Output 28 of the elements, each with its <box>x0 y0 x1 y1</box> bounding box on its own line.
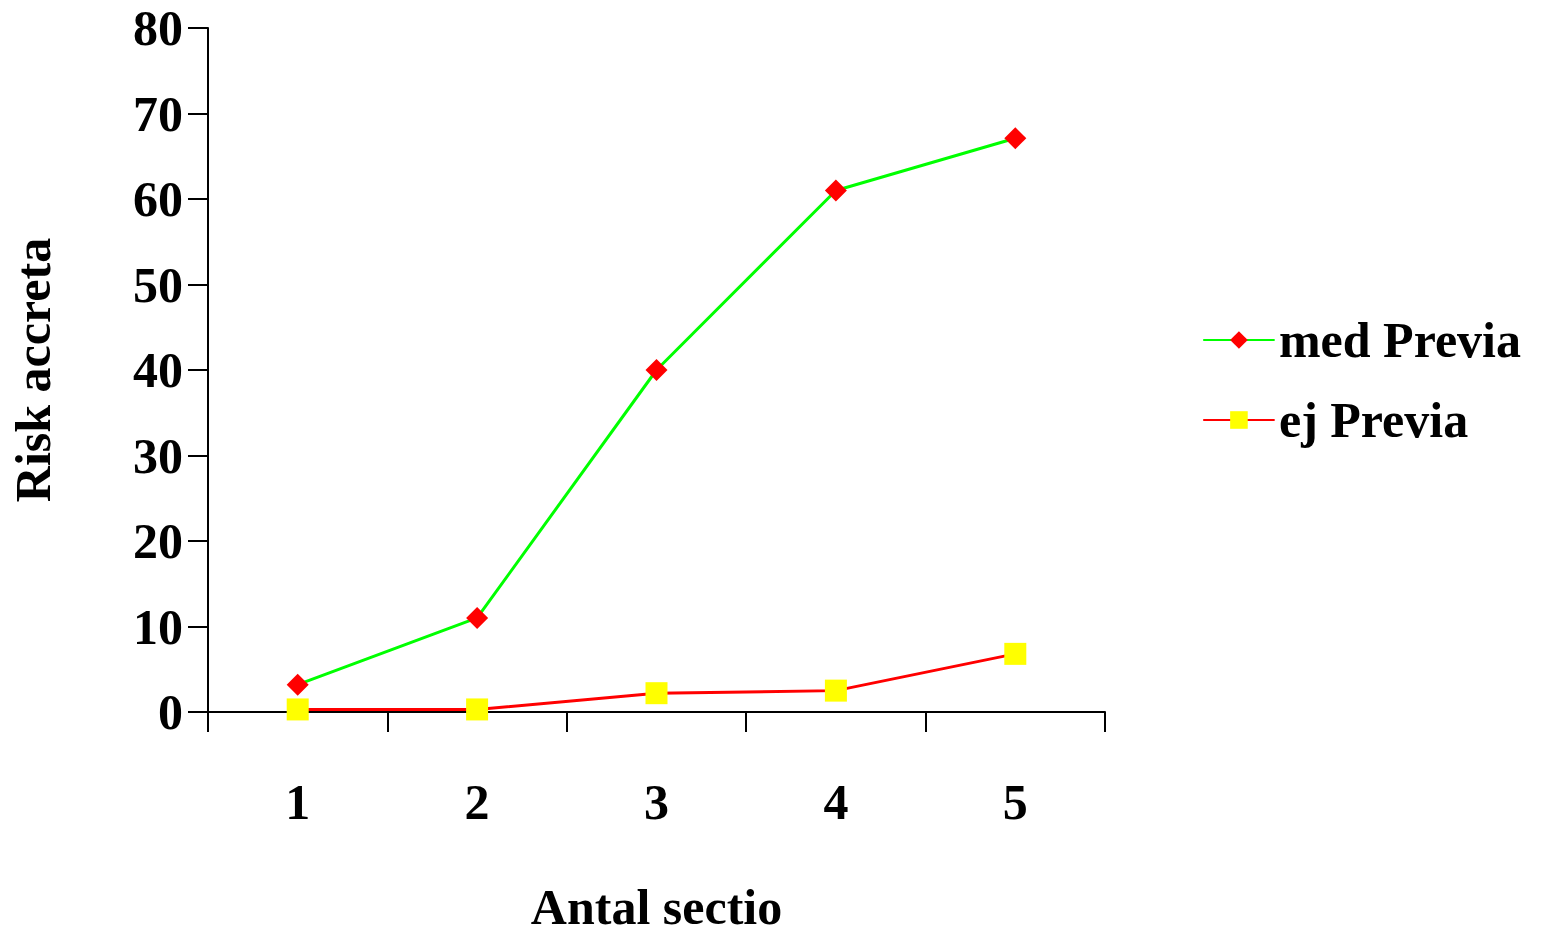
point <box>645 359 668 381</box>
point <box>286 698 309 721</box>
point <box>824 679 847 702</box>
y-axis-title: Risk accreta <box>5 237 61 503</box>
x-tick-label: 5 <box>1002 774 1028 830</box>
point <box>1004 642 1027 665</box>
y-tick-label: 10 <box>133 598 183 655</box>
point <box>466 698 489 721</box>
x-tick-label: 3 <box>644 774 669 830</box>
point <box>1004 127 1027 150</box>
point <box>286 673 309 696</box>
y-tick-label: 50 <box>133 256 183 313</box>
y-tick-label: 70 <box>133 85 183 142</box>
y-tick-label: 40 <box>133 342 183 398</box>
y-tick-label: 0 <box>158 684 183 740</box>
point <box>645 682 668 705</box>
legend-label: ej Previa <box>1278 392 1469 448</box>
x-tick-label: 2 <box>464 774 490 830</box>
y-tick-label: 80 <box>133 0 183 56</box>
y-tick-label: 60 <box>133 171 183 227</box>
point <box>466 606 489 629</box>
x-tick-label: 1 <box>285 774 311 830</box>
y-tick-label: 20 <box>133 513 183 569</box>
point <box>824 179 847 202</box>
x-axis-title: Antal sectio <box>530 879 783 935</box>
legend-label: med Previa <box>1278 312 1522 368</box>
x-tick-label: 4 <box>823 774 849 830</box>
y-tick-label: 30 <box>133 427 183 484</box>
